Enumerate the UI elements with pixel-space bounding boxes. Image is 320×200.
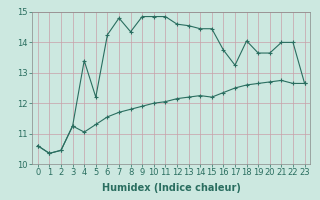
X-axis label: Humidex (Indice chaleur): Humidex (Indice chaleur) <box>102 183 241 193</box>
